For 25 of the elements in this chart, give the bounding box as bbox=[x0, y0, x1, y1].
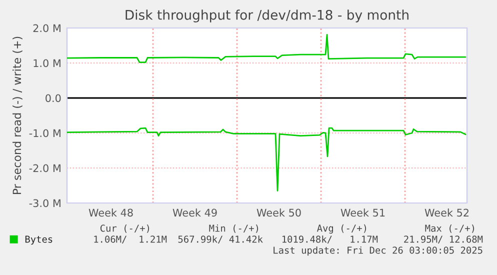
text: 1.06M/ 1.21M bbox=[94, 236, 167, 244]
y-axis-title: Pr second read (-) / write (+) bbox=[12, 36, 22, 194]
text: 1019.48k/ 1.17M bbox=[282, 235, 378, 244]
x-tick-label: Week 51 bbox=[340, 208, 385, 217]
text: Min (-/+) bbox=[209, 224, 258, 233]
x-tick-label: Week 52 bbox=[424, 208, 469, 217]
y-tick-label: -2.0 M bbox=[29, 164, 60, 172]
x-tick-label: Week 48 bbox=[88, 208, 133, 217]
text: Max (-/+) bbox=[425, 224, 474, 233]
chart-title: Disk throughput for /dev/dm-18 - by month bbox=[126, 10, 408, 22]
text: Avg (-/+) bbox=[317, 224, 366, 234]
x-tick-label: Week 50 bbox=[256, 208, 301, 217]
text: 21.95M/ 12.68M bbox=[404, 236, 483, 244]
y-tick-label: 0.0 bbox=[46, 94, 61, 102]
line-series bbox=[67, 34, 466, 63]
y-tick-label: -1.0 M bbox=[29, 129, 60, 138]
y-tick-label: 2.0 M bbox=[33, 24, 60, 32]
text: 567.99k/ 41.42k bbox=[178, 235, 263, 244]
y-tick-label: -3.0 M bbox=[29, 199, 60, 208]
line-series bbox=[67, 127, 466, 192]
y-tick-label: 1.0 M bbox=[34, 59, 60, 68]
text: Cur (-/+) bbox=[100, 224, 150, 233]
x-tick-label: Week 49 bbox=[172, 208, 217, 217]
legend-label: Bytes bbox=[25, 236, 52, 245]
text: Last update: Fri Dec 26 03:00:05 2025 bbox=[274, 246, 482, 256]
